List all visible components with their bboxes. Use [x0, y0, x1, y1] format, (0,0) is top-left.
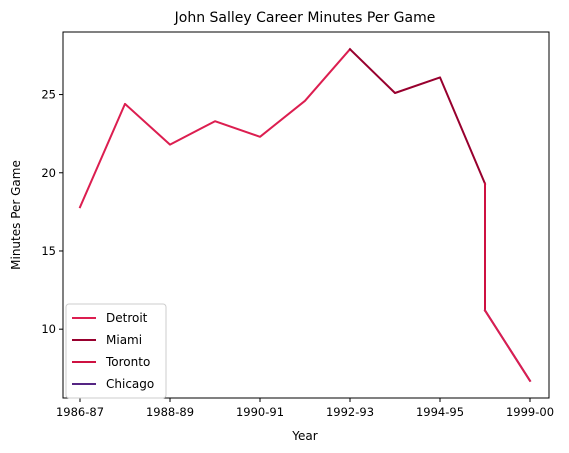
x-axis: 1986-87 1988-89 1990-91 1992-93 1994-95 1999-… — [56, 398, 554, 419]
y-tick-label: 10 — [41, 322, 56, 336]
legend: Detroit Miami Toronto Chicago — [65, 303, 167, 399]
legend-label: Miami — [106, 333, 142, 347]
series-line — [483, 309, 532, 383]
x-tick-label: 1999-00 — [506, 405, 554, 419]
legend-label: Chicago — [106, 377, 154, 391]
x-tick-label: 1988-89 — [146, 405, 194, 419]
y-tick-label: 15 — [41, 244, 56, 258]
series-lines — [78, 47, 532, 383]
legend-label: Detroit — [106, 311, 148, 325]
x-axis-label: Year — [291, 429, 317, 443]
series-line — [78, 47, 352, 209]
x-tick-label: 1994-95 — [416, 405, 464, 419]
x-tick-label: 1992-93 — [326, 405, 374, 419]
chart-title: John Salley Career Minutes Per Game — [174, 10, 436, 26]
y-axis: 10 15 20 25 — [41, 88, 63, 336]
legend-label: Toronto — [105, 355, 150, 369]
x-tick-label: 1990-91 — [236, 405, 284, 419]
x-tick-label: 1986-87 — [56, 405, 104, 419]
y-tick-label: 25 — [41, 88, 56, 102]
y-tick-label: 20 — [41, 166, 56, 180]
legend-box — [65, 303, 167, 399]
plot-area — [62, 31, 550, 399]
y-axis-label: Minutes Per Game — [9, 160, 23, 270]
series-line — [348, 47, 487, 186]
